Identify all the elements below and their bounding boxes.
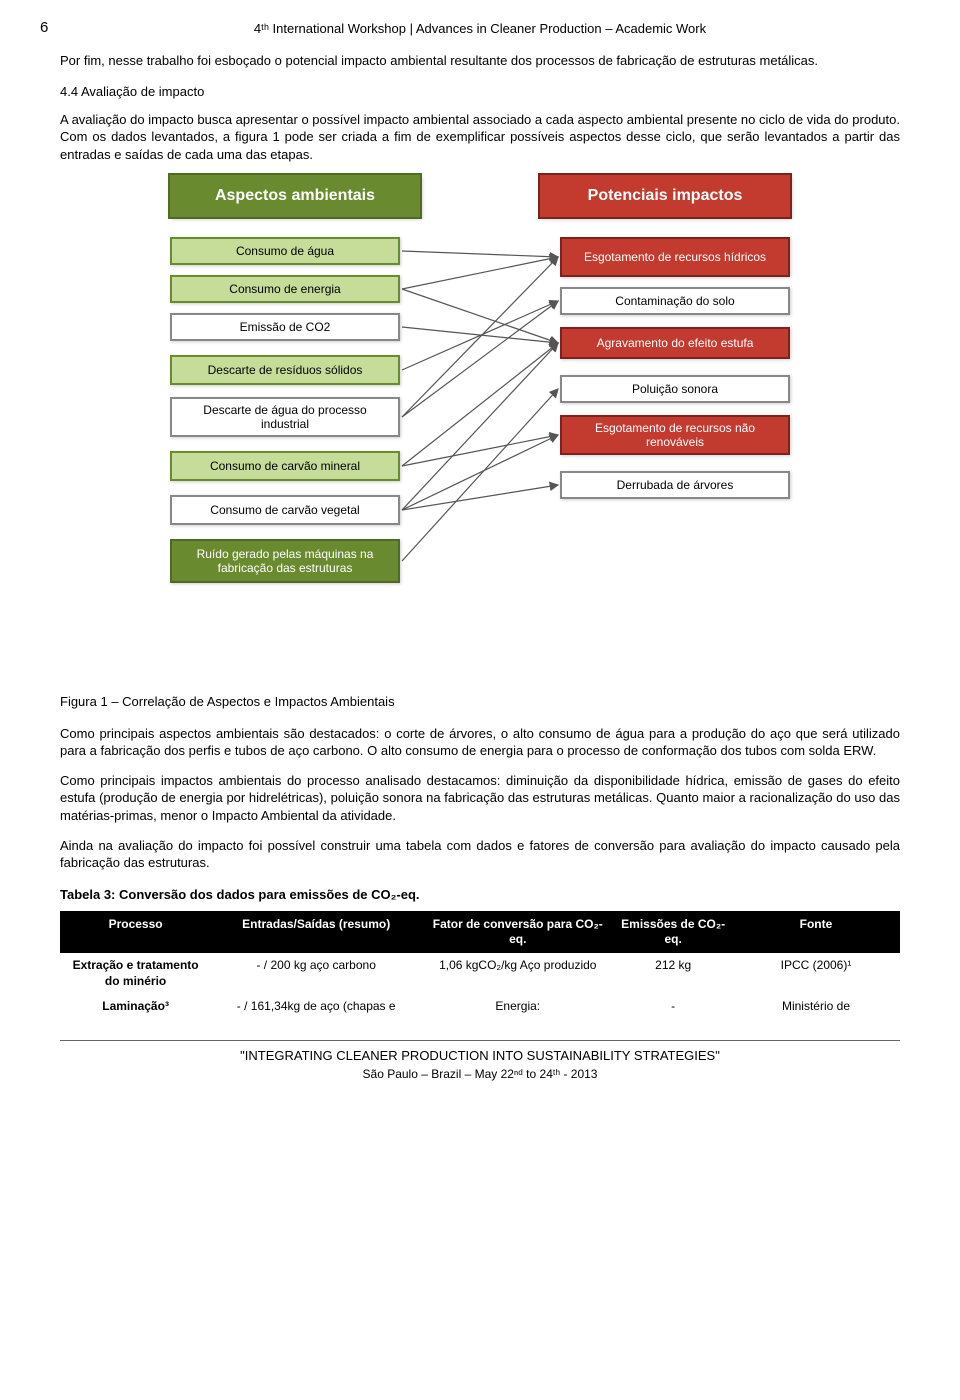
figure-caption: Figura 1 – Correlação de Aspectos e Impa… [60,693,900,711]
table-cell: Ministério de [732,994,900,1018]
table-header: Fonte [732,911,900,953]
table-cell: 212 kg [614,953,732,993]
impact-node: Esgotamento de recursos hídricos [560,237,790,277]
aspect-node: Consumo de água [170,237,400,265]
paragraph-4: Como principais impactos ambientais do p… [60,772,900,825]
impact-node: Derrubada de árvores [560,471,790,499]
aspect-node: Consumo de carvão vegetal [170,495,400,525]
aspects-impacts-diagram: Aspectos ambientais Potenciais impactos … [170,175,790,675]
footer-title: "INTEGRATING CLEANER PRODUCTION INTO SUS… [60,1040,900,1065]
impact-node: Esgotamento de recursos não renováveis [560,415,790,455]
running-header: 4ᵗʰ International Workshop | Advances in… [60,20,900,38]
table-header: Processo [60,911,211,953]
aspect-node: Ruído gerado pelas máquinas na fabricaçã… [170,539,400,583]
aspect-node: Consumo de carvão mineral [170,451,400,481]
paragraph-2: A avaliação do impacto busca apresentar … [60,111,900,164]
table-cell: Extração e tratamento do minério [60,953,211,993]
table-cell: - [614,994,732,1018]
conversion-table: ProcessoEntradas/Saídas (resumo)Fator de… [60,911,900,1018]
table-header: Emissões de CO₂-eq. [614,911,732,953]
aspect-node: Descarte de água do processo industrial [170,397,400,437]
aspect-node: Descarte de resíduos sólidos [170,355,400,385]
footer-subtitle: São Paulo – Brazil – May 22ⁿᵈ to 24ᵗʰ - … [60,1066,900,1082]
table-header: Fator de conversão para CO₂-eq. [421,911,614,953]
table-caption: Tabela 3: Conversão dos dados para emiss… [60,886,900,904]
table-row: Extração e tratamento do minério- / 200 … [60,953,900,993]
page-number: 6 [40,18,48,38]
table-row: Laminação³- / 161,34kg de aço (chapas eE… [60,994,900,1018]
section-title: 4.4 Avaliação de impacto [60,83,900,101]
table-cell: Laminação³ [60,994,211,1018]
impact-node: Poluição sonora [560,375,790,403]
paragraph-intro: Por fim, nesse trabalho foi esboçado o p… [60,52,900,70]
aspect-node: Consumo de energia [170,275,400,303]
diagram-header-aspects: Aspectos ambientais [170,175,420,217]
table-cell: - / 161,34kg de aço (chapas e [211,994,421,1018]
table-cell: Energia: [421,994,614,1018]
table-cell: 1,06 kgCO₂/kg Aço produzido [421,953,614,993]
impact-node: Contaminação do solo [560,287,790,315]
paragraph-5: Ainda na avaliação do impacto foi possív… [60,837,900,872]
impact-node: Agravamento do efeito estufa [560,327,790,359]
table-cell: - / 200 kg aço carbono [211,953,421,993]
paragraph-3: Como principais aspectos ambientais são … [60,725,900,760]
table-cell: IPCC (2006)¹ [732,953,900,993]
table-header: Entradas/Saídas (resumo) [211,911,421,953]
diagram-header-impacts: Potenciais impactos [540,175,790,217]
aspect-node: Emissão de CO2 [170,313,400,341]
